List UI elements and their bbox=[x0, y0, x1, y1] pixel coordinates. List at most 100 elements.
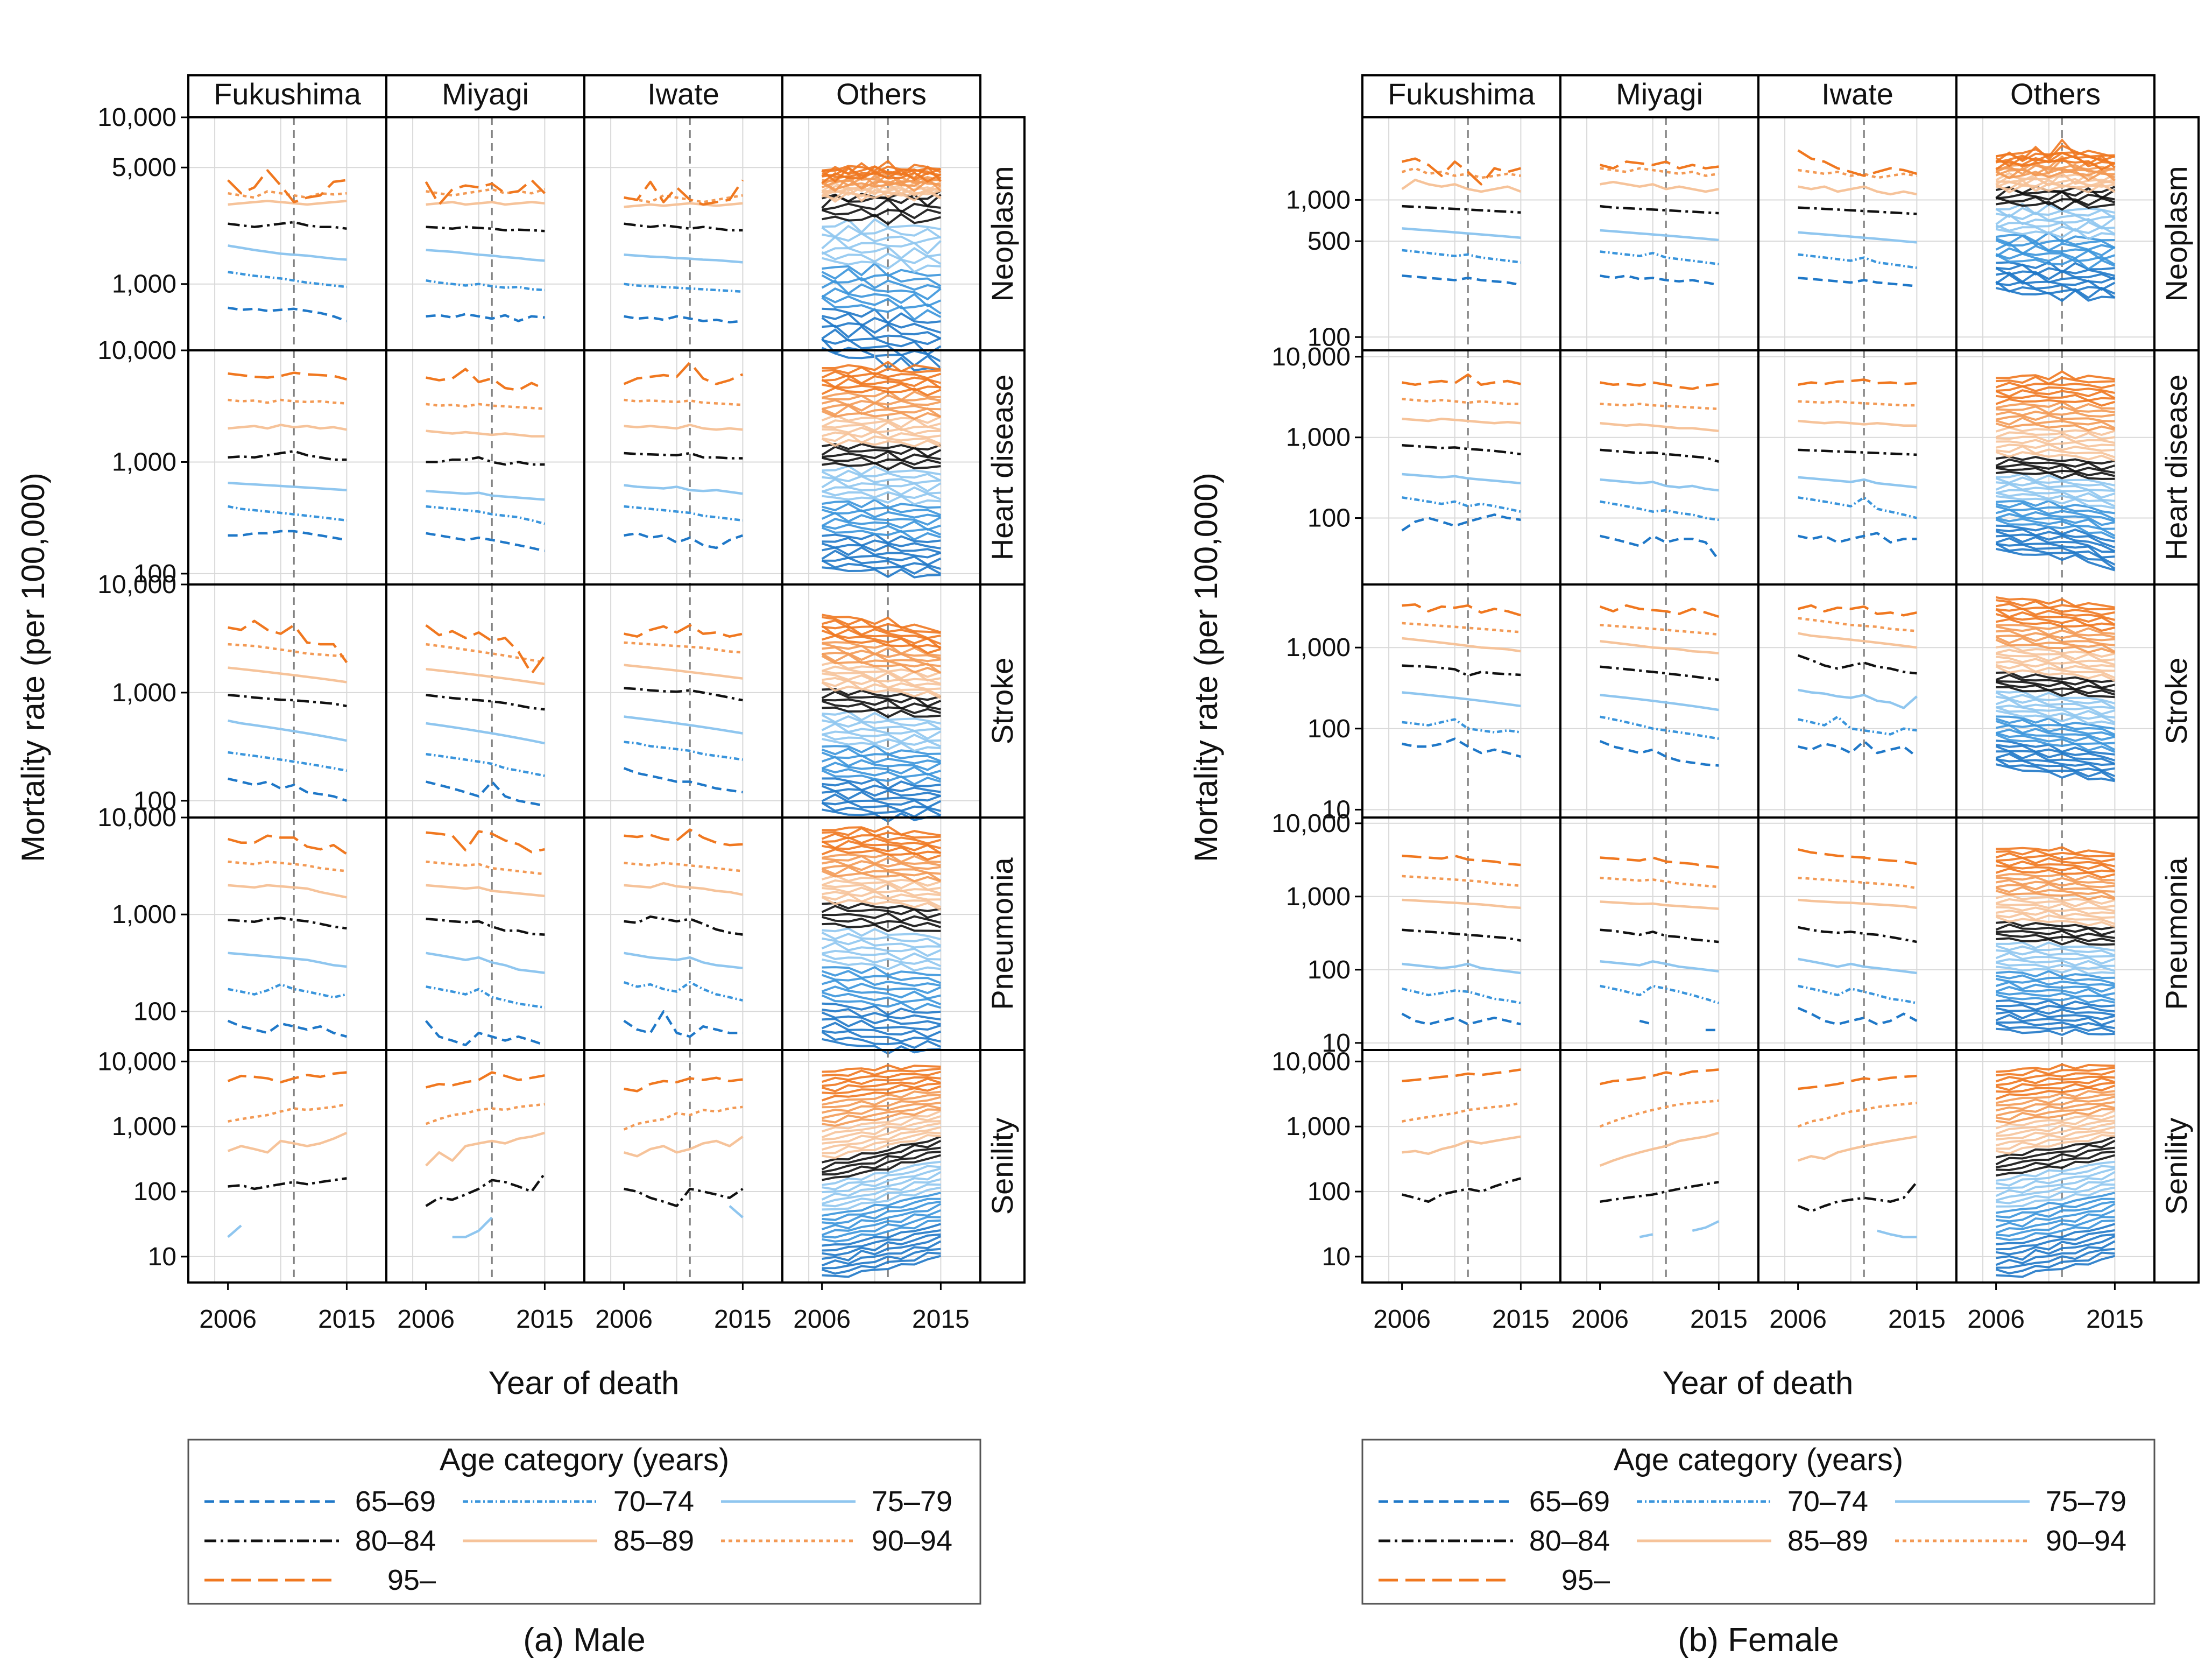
female-ytick-label-0-1: 500 bbox=[1308, 227, 1351, 256]
female-others-line-1-13 bbox=[1996, 502, 2116, 520]
male-others-line-2-27 bbox=[821, 681, 942, 700]
male-ytick-label-3-0: 100 bbox=[133, 997, 176, 1026]
male-others-line-3-23 bbox=[822, 915, 942, 928]
female-series-1-1-6 bbox=[1600, 381, 1719, 390]
male-xtick-label-1-1: 2015 bbox=[516, 1305, 574, 1334]
female-others-line-1-28 bbox=[1996, 445, 2116, 459]
male-others-line-0-38 bbox=[822, 172, 941, 186]
male-xtick-label-2-0: 2006 bbox=[595, 1305, 653, 1334]
female-xtick-label-3-0: 2006 bbox=[1967, 1305, 2025, 1334]
female-cell-4-2 bbox=[1757, 1049, 1957, 1284]
male-cell-0-2 bbox=[583, 116, 783, 351]
female-others-line-4-25 bbox=[1995, 1139, 2116, 1166]
male-others-line-3-46 bbox=[822, 825, 941, 837]
female-others-line-4-2 bbox=[1996, 1248, 2115, 1269]
female-others-line-4-44 bbox=[1995, 1069, 2115, 1083]
male-others-line-2-6 bbox=[822, 781, 941, 793]
male-series-1-0-6 bbox=[228, 371, 347, 381]
female-others-line-1-30 bbox=[1996, 439, 2115, 448]
male-others-line-1-27 bbox=[821, 438, 942, 448]
female-series-3-0-2 bbox=[1402, 962, 1521, 975]
female-others-line-1-23 bbox=[1996, 467, 2115, 477]
male-others-line-0-15 bbox=[822, 257, 941, 273]
female-others-line-4-27 bbox=[1996, 1133, 2115, 1155]
male-series-4-1-5 bbox=[425, 1103, 545, 1125]
male-others-line-3-29 bbox=[822, 890, 941, 901]
female-others-line-2-18 bbox=[1995, 698, 2115, 716]
female-cell-3-3 bbox=[1955, 816, 2156, 1051]
male-others-line-1-35 bbox=[821, 404, 942, 418]
male-others-line-1-38 bbox=[822, 393, 941, 405]
female-ytick-label-3-1: 100 bbox=[1308, 956, 1351, 984]
female-others-line-0-3 bbox=[1995, 273, 2116, 291]
male-others-line-3-18 bbox=[821, 941, 942, 957]
male-others-line-3-41 bbox=[822, 844, 941, 856]
female-others-line-0-19 bbox=[1996, 212, 2115, 222]
female-others-line-3-34 bbox=[1996, 890, 2115, 901]
female-strip-3 bbox=[1955, 74, 2156, 118]
male-series-1-1-1 bbox=[426, 505, 545, 525]
male-others-line-3-31 bbox=[822, 883, 941, 895]
female-cause-label-2: Stroke bbox=[2159, 658, 2193, 745]
male-xtick-label-3-1: 2015 bbox=[912, 1305, 970, 1334]
female-cell-0-1 bbox=[1559, 116, 1759, 351]
male-others-line-1-12 bbox=[822, 509, 941, 519]
male-others-line-4-10 bbox=[821, 1209, 942, 1236]
female-others-line-4-0 bbox=[1996, 1255, 2115, 1278]
female-cause-label-0: Neoplasm bbox=[2159, 166, 2193, 301]
male-cell-frame-4-3 bbox=[781, 1049, 981, 1284]
female-others-line-0-24 bbox=[1996, 190, 2115, 203]
male-others-line-3-27 bbox=[821, 896, 942, 911]
male-others-line-2-30 bbox=[822, 672, 941, 687]
male-series-1-2-6 bbox=[623, 361, 744, 385]
male-series-0-2-1 bbox=[624, 283, 743, 293]
female-series-2-1-4 bbox=[1600, 640, 1719, 655]
male-others-line-2-42 bbox=[821, 625, 942, 650]
male-others-line-3-34 bbox=[821, 870, 942, 883]
male-legend-label-2: 75–79 bbox=[872, 1485, 952, 1518]
male-others-line-3-17 bbox=[822, 949, 941, 961]
female-others-line-3-13 bbox=[1996, 974, 2115, 985]
female-others-line-3-37 bbox=[1996, 879, 2115, 889]
male-others-line-3-39 bbox=[822, 852, 941, 863]
female-others-line-2-19 bbox=[1996, 695, 2115, 709]
male-others-line-0-20 bbox=[821, 224, 942, 239]
male-others-line-4-18 bbox=[821, 1171, 942, 1201]
female-others-line-3-12 bbox=[1996, 977, 2115, 987]
female-others-line-2-11 bbox=[1996, 724, 2115, 741]
female-others-line-0-41 bbox=[1996, 154, 2115, 168]
male-others-line-2-5 bbox=[821, 785, 941, 797]
male-series-0-2-2 bbox=[624, 253, 743, 264]
female-others-line-4-29 bbox=[1996, 1125, 2115, 1147]
female-series-0-2-6 bbox=[1797, 149, 1918, 177]
female-cell-2-2 bbox=[1757, 583, 1957, 819]
female-others-line-4-39 bbox=[1996, 1090, 2115, 1104]
male-series-1-0-4 bbox=[228, 424, 347, 431]
male-others-line-4-25 bbox=[821, 1139, 942, 1171]
female-series-1-2-0 bbox=[1798, 532, 1917, 544]
female-series-2-2-6 bbox=[1798, 604, 1917, 617]
female-others-line-2-44 bbox=[1996, 603, 2115, 616]
male-others-line-1-6 bbox=[822, 537, 941, 549]
female-others-line-4-23 bbox=[1996, 1151, 2115, 1172]
male-others-line-0-27 bbox=[821, 188, 942, 203]
male-others-line-3-1 bbox=[821, 1031, 942, 1049]
female-others-line-2-2 bbox=[1996, 758, 2116, 778]
female-others-line-1-8 bbox=[1995, 518, 2116, 540]
male-others-line-0-24 bbox=[822, 198, 941, 214]
male-others-line-2-14 bbox=[822, 744, 941, 756]
male-ytick-label-4-3: 10,000 bbox=[97, 1047, 176, 1076]
male-panel: Fukushima Miyagi Iwate Others Neoplasm 1,000 5… bbox=[15, 74, 1026, 1659]
female-strip-label-0: Fukushima bbox=[1388, 77, 1536, 111]
female-others-line-3-1 bbox=[1995, 1022, 2116, 1033]
male-series-0-1-1 bbox=[426, 279, 545, 292]
female-ytick-label-3-3: 10,000 bbox=[1271, 809, 1351, 838]
female-others-line-2-32 bbox=[1996, 649, 2115, 662]
female-others-line-3-17 bbox=[1996, 958, 2115, 967]
male-series-2-2-4 bbox=[624, 664, 743, 680]
female-others-line-3-35 bbox=[1996, 886, 2116, 899]
female-others-line-0-31 bbox=[1996, 172, 2115, 187]
female-others-line-1-45 bbox=[1996, 376, 2115, 385]
female-others-line-4-19 bbox=[1996, 1167, 2115, 1189]
female-series-3-0-3 bbox=[1402, 928, 1521, 942]
